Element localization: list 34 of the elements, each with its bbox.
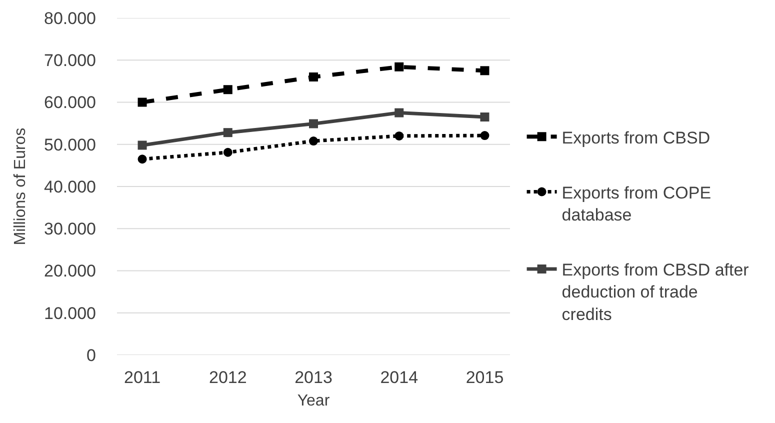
point <box>138 140 147 150</box>
point <box>309 119 318 128</box>
x-tick-label: 2014 <box>380 368 418 387</box>
y-axis-title: Millions of Euros <box>12 128 29 246</box>
point <box>480 66 490 76</box>
y-tick-label: 50.000 <box>44 135 96 154</box>
y-tick-label: 30.000 <box>44 220 96 239</box>
y-tick-label: 80.000 <box>44 8 96 28</box>
point <box>223 85 232 94</box>
y-tick-label: 20.000 <box>44 262 96 281</box>
legend-label: Exports from CBSD after deduction of trade credits <box>562 260 750 324</box>
point <box>309 136 318 146</box>
y-tick-label: 10.000 <box>44 304 96 323</box>
point <box>394 131 404 140</box>
point <box>394 108 404 118</box>
legend-label: Exports from COPE database <box>562 183 712 224</box>
y-tick-label: 40.000 <box>44 177 96 196</box>
point <box>394 62 404 72</box>
x-tick-label: 2015 <box>466 368 504 387</box>
legend-label: Exports from CBSD <box>562 128 710 148</box>
point <box>138 98 147 107</box>
x-tick-label: 2013 <box>294 368 332 387</box>
point <box>223 148 232 157</box>
point <box>309 72 318 82</box>
y-tick-label: 0 <box>86 346 96 365</box>
x-axis-title: Year <box>297 392 330 410</box>
y-tick-label: 60.000 <box>44 93 96 112</box>
x-tick-label: 2011 <box>124 368 161 387</box>
x-tick-label: 2012 <box>208 368 247 387</box>
point <box>138 154 147 164</box>
point <box>480 112 490 122</box>
point <box>223 128 232 138</box>
y-tick-label: 70.000 <box>44 51 96 70</box>
point <box>480 131 490 140</box>
